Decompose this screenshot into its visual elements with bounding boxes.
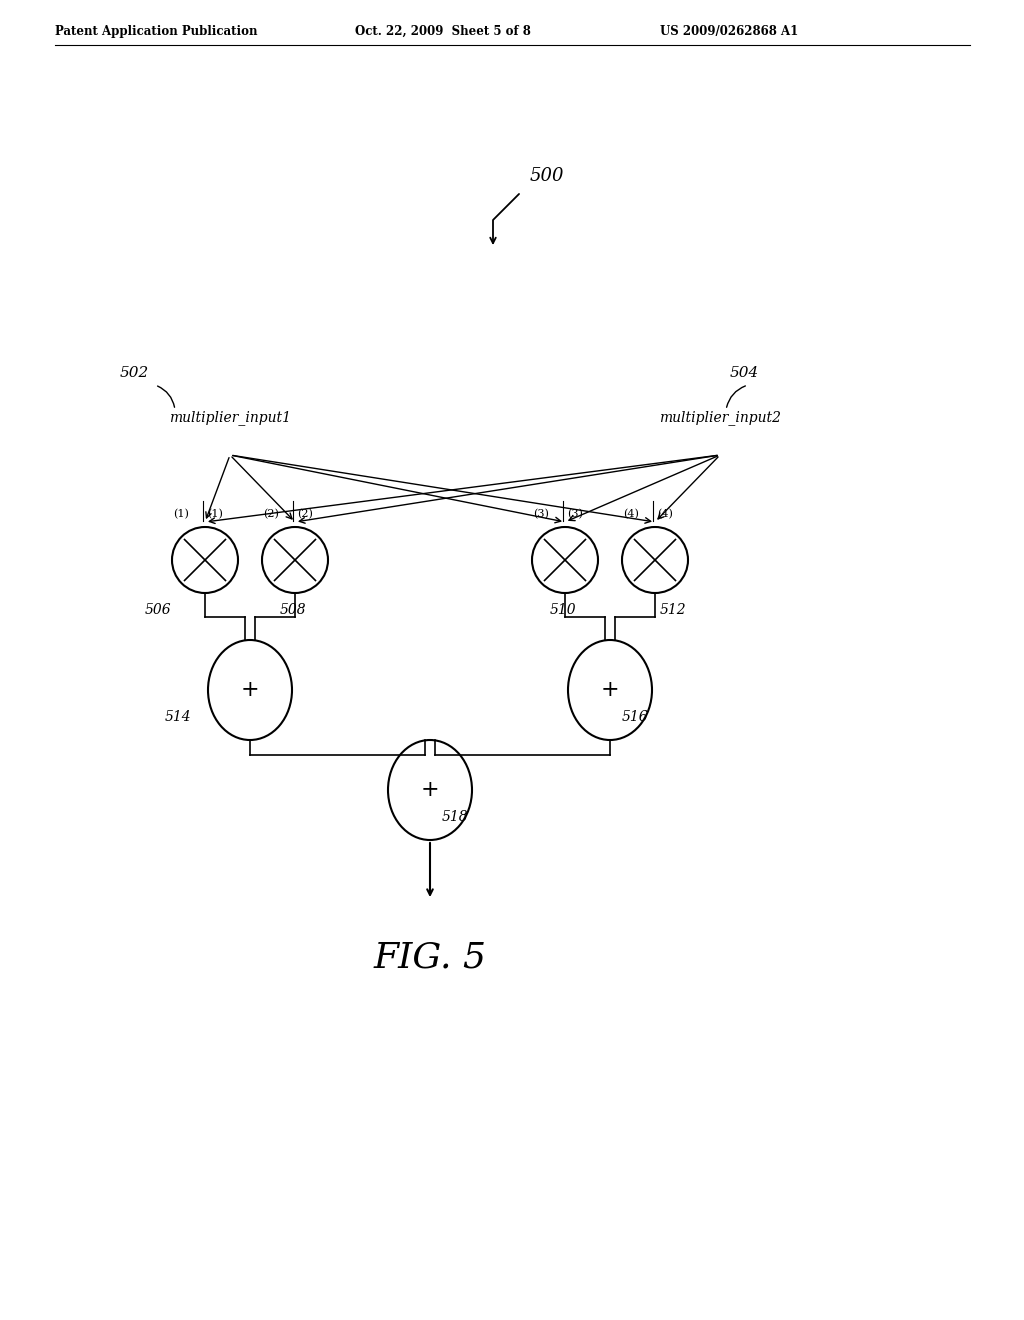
Text: 514: 514 [165, 710, 191, 723]
Text: (2): (2) [263, 508, 279, 519]
Text: +: + [241, 678, 259, 701]
Text: Oct. 22, 2009  Sheet 5 of 8: Oct. 22, 2009 Sheet 5 of 8 [355, 25, 530, 38]
Text: (3): (3) [567, 508, 583, 519]
Text: (4): (4) [657, 508, 673, 519]
Circle shape [622, 527, 688, 593]
Text: 502: 502 [120, 366, 150, 380]
Text: US 2009/0262868 A1: US 2009/0262868 A1 [660, 25, 799, 38]
Text: FIG. 5: FIG. 5 [374, 940, 486, 974]
Text: multiplier_input2: multiplier_input2 [659, 411, 781, 425]
Ellipse shape [388, 741, 472, 840]
Ellipse shape [568, 640, 652, 741]
Text: 506: 506 [145, 603, 172, 616]
Ellipse shape [208, 640, 292, 741]
Text: (1): (1) [173, 508, 189, 519]
Text: +: + [421, 779, 439, 801]
Text: 512: 512 [660, 603, 687, 616]
Circle shape [172, 527, 238, 593]
Circle shape [532, 527, 598, 593]
Text: (3): (3) [534, 508, 549, 519]
Text: multiplier_input1: multiplier_input1 [169, 411, 291, 425]
Text: (1): (1) [207, 508, 223, 519]
Text: Patent Application Publication: Patent Application Publication [55, 25, 257, 38]
Text: 508: 508 [280, 603, 306, 616]
Text: 500: 500 [530, 168, 564, 185]
Text: 518: 518 [442, 810, 469, 824]
Text: 516: 516 [622, 710, 648, 723]
Text: 504: 504 [730, 366, 759, 380]
Circle shape [262, 527, 328, 593]
Text: 510: 510 [550, 603, 577, 616]
Text: +: + [601, 678, 620, 701]
Text: (4): (4) [624, 508, 639, 519]
Text: (2): (2) [297, 508, 313, 519]
